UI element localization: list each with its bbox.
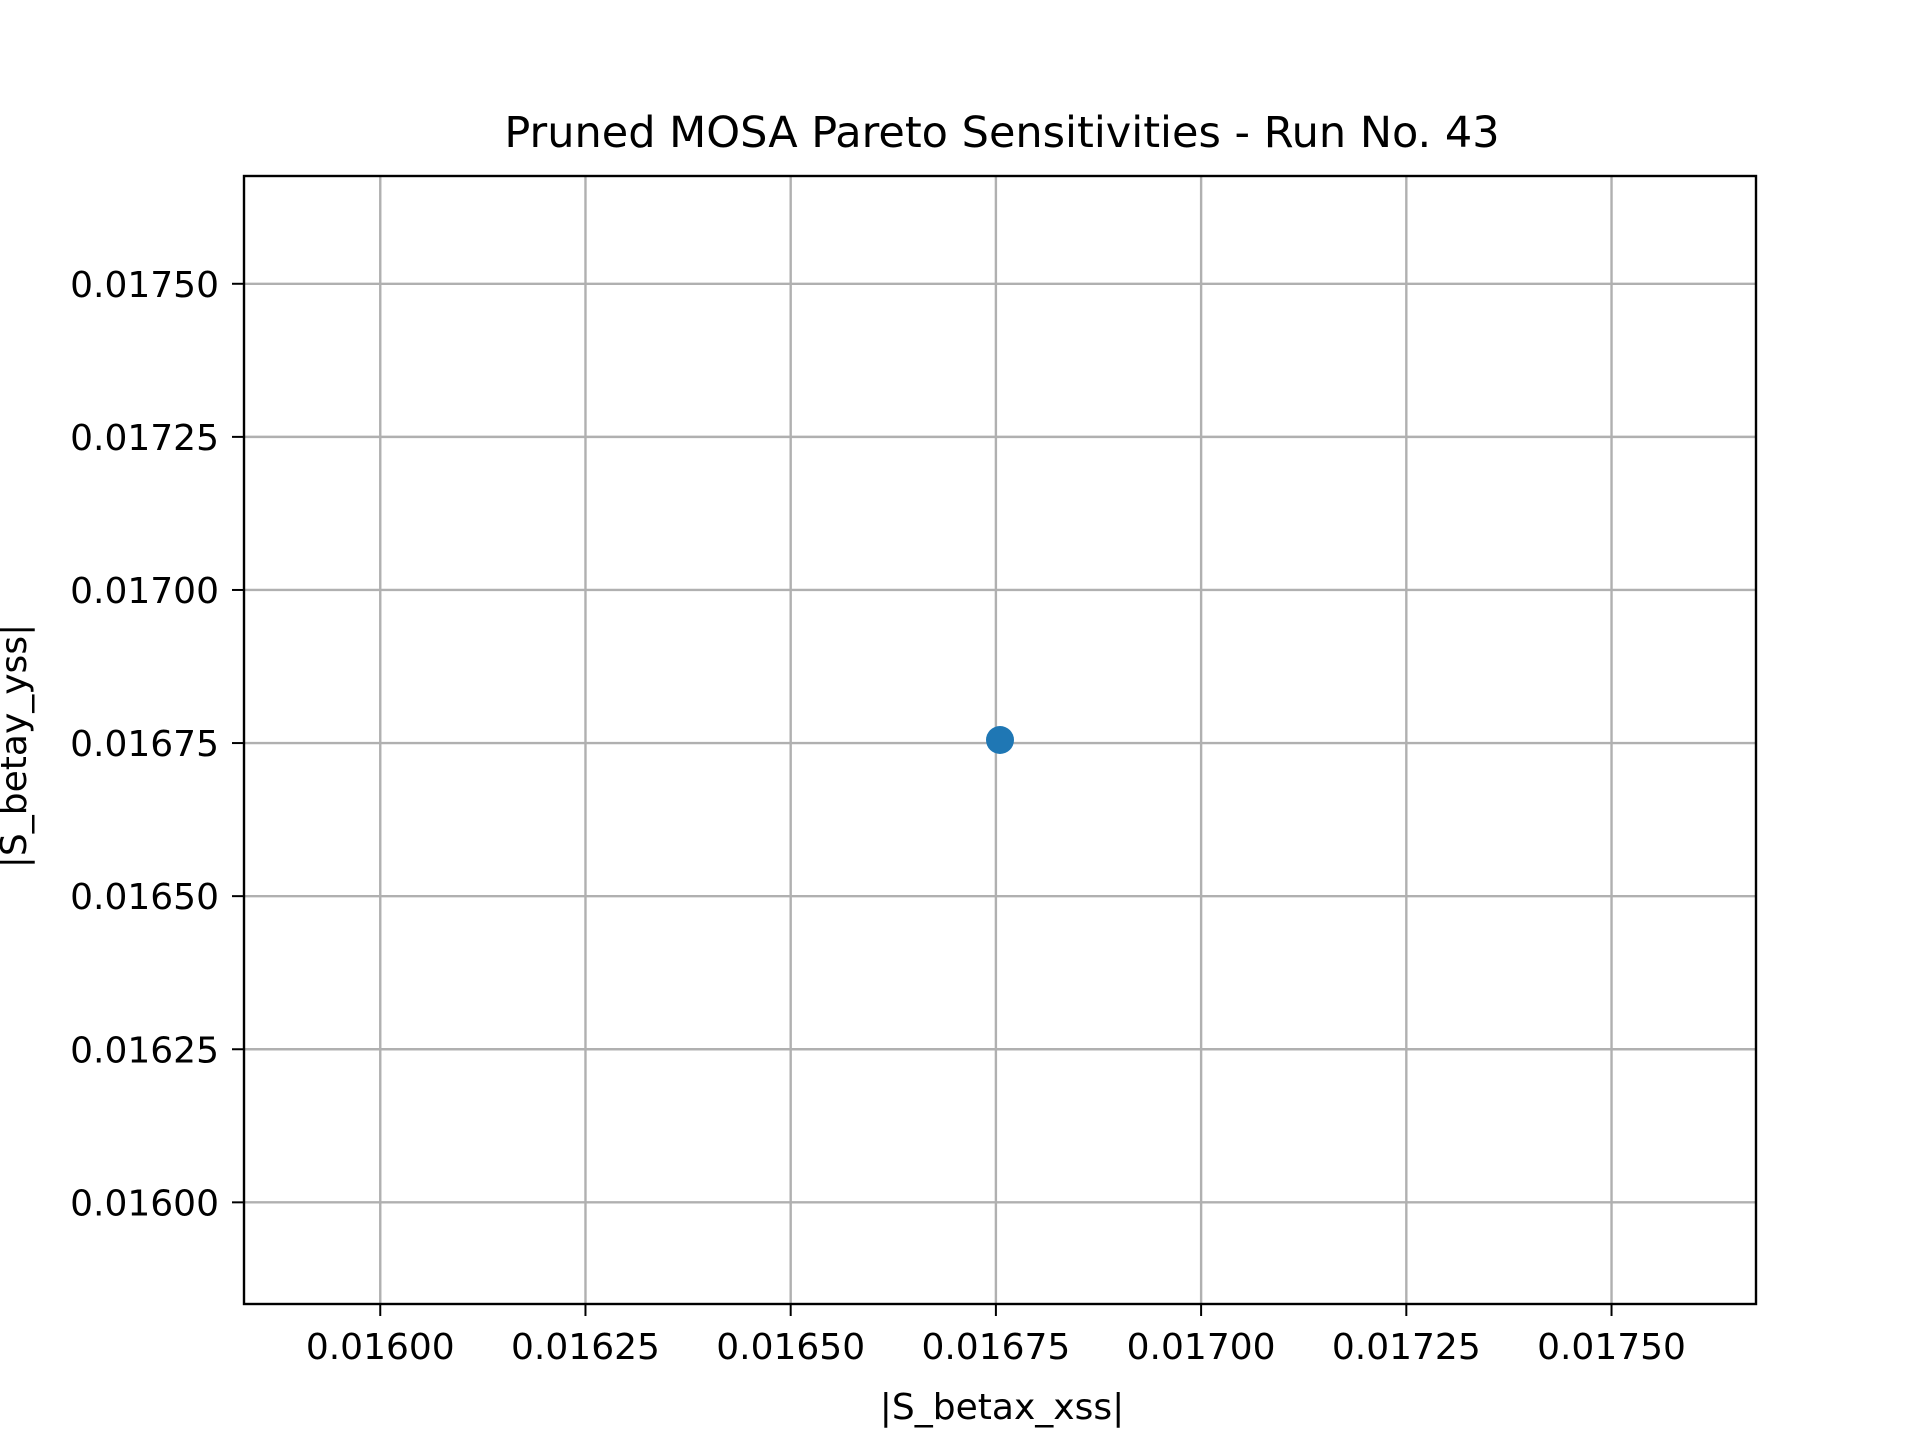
marks-layer bbox=[986, 726, 1014, 754]
x-tick-label: 0.01750 bbox=[1537, 1327, 1686, 1368]
y-tick-label: 0.01625 bbox=[70, 1030, 219, 1071]
x-axis-label: |S_betax_xss| bbox=[880, 1387, 1124, 1428]
x-tick-label: 0.01625 bbox=[511, 1327, 660, 1368]
y-tick-label: 0.01750 bbox=[70, 265, 219, 306]
x-tick-label: 0.01725 bbox=[1332, 1327, 1481, 1368]
chart-title: Pruned MOSA Pareto Sensitivities - Run N… bbox=[504, 108, 1499, 158]
y-axis-label: |S_betay_yss| bbox=[0, 624, 35, 868]
y-tick-label: 0.01600 bbox=[70, 1183, 219, 1224]
x-tick-label: 0.01600 bbox=[306, 1327, 455, 1368]
axes-layer: 0.01600 0.01625 0.01650 0.01675 0.01700 0.017… bbox=[70, 174, 1758, 1368]
x-tick-label: 0.01650 bbox=[716, 1327, 865, 1368]
grid-layer bbox=[244, 176, 1756, 1304]
x-tick-label: 0.01700 bbox=[1127, 1327, 1276, 1368]
y-tick-label: 0.01675 bbox=[70, 724, 219, 765]
y-tick-label: 0.01725 bbox=[70, 418, 219, 459]
data-point bbox=[986, 726, 1014, 754]
y-tick-label: 0.01650 bbox=[70, 877, 219, 918]
y-tick-label: 0.01700 bbox=[70, 571, 219, 612]
plot-frame bbox=[242, 174, 1758, 1306]
x-tick-label: 0.01675 bbox=[921, 1327, 1070, 1368]
